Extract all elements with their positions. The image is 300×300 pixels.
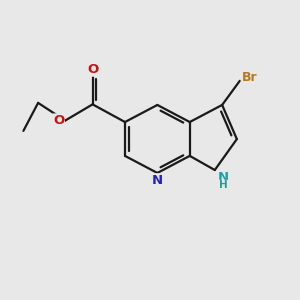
Text: H: H (219, 180, 228, 190)
Text: N: N (152, 174, 163, 187)
Text: Br: Br (242, 71, 257, 84)
Text: N: N (218, 171, 229, 184)
Text: O: O (53, 114, 64, 127)
Text: O: O (87, 63, 98, 76)
